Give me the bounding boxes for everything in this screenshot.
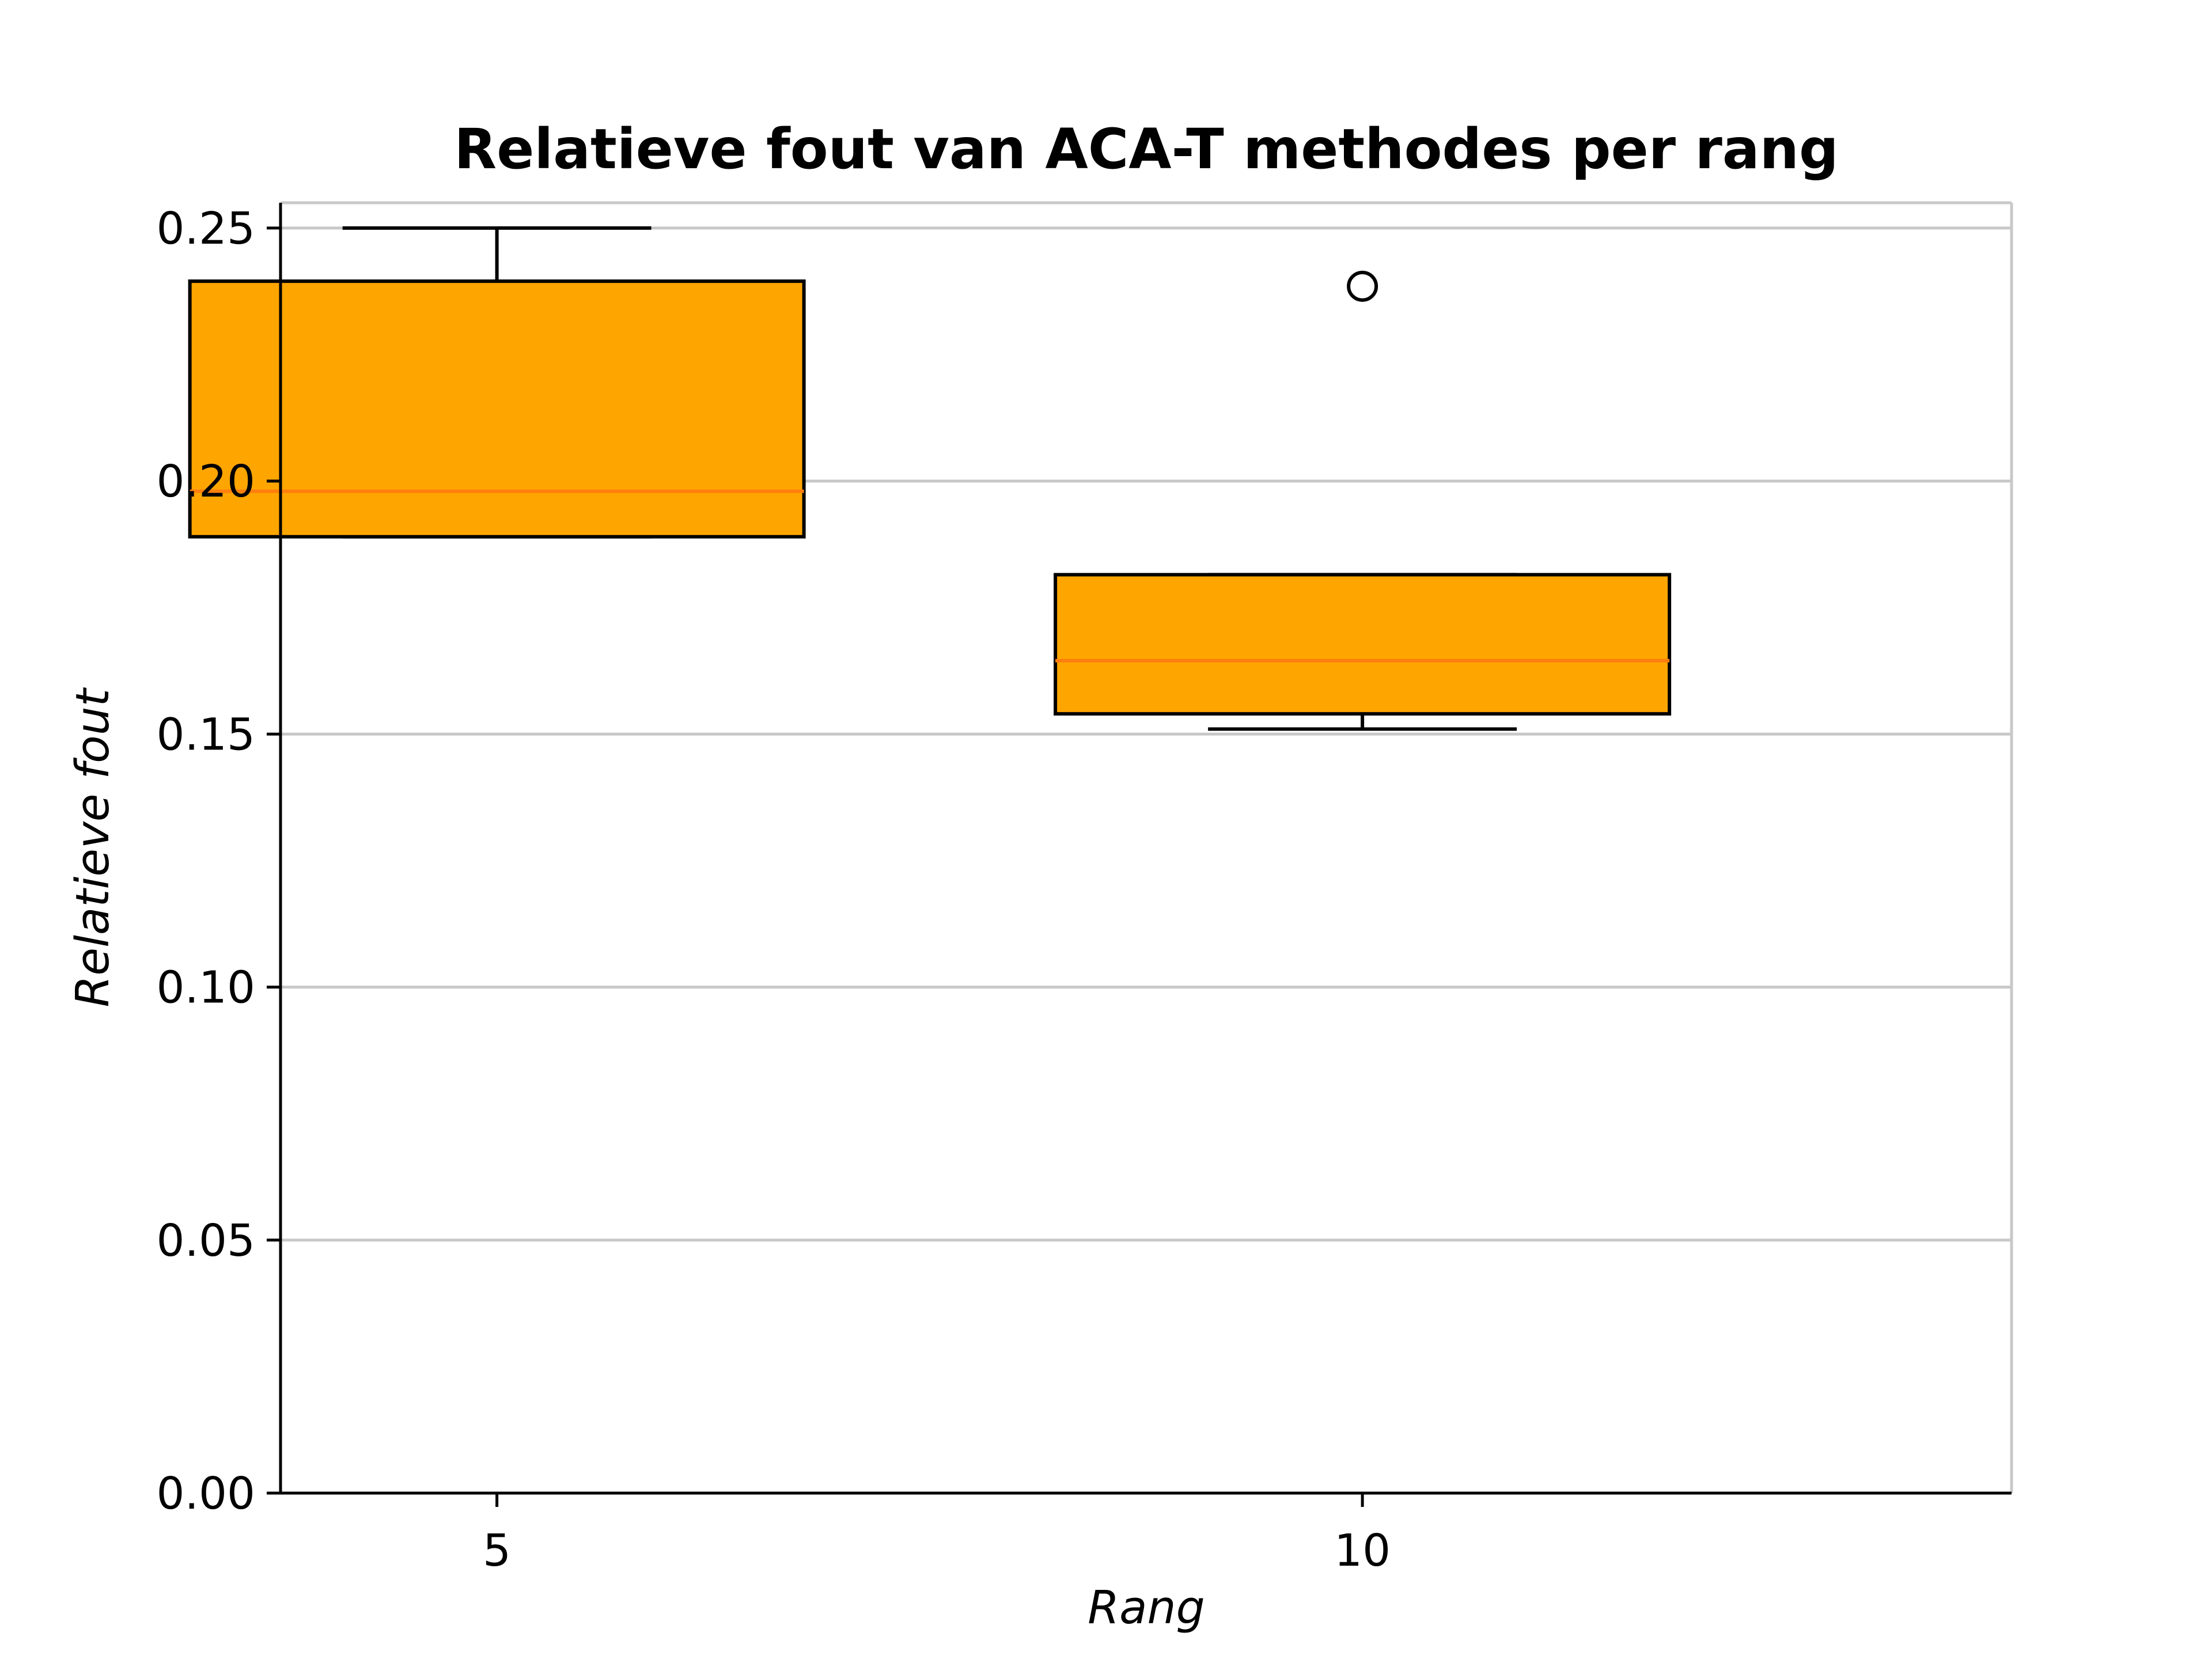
y-tick-label: 0.00: [157, 1468, 255, 1520]
y-tick-label: 0.10: [157, 963, 255, 1014]
chart-title: Relatieve fout van ACA-T methodes per ra…: [454, 117, 1838, 181]
y-tick-label: 0.25: [157, 203, 255, 255]
box-iqr: [1054, 573, 1672, 716]
y-axis-label: Relatieve fout: [66, 687, 119, 1007]
axes-frame: [279, 201, 2013, 1495]
ticks: 0.00 0.05 0.10 0.15 0.20 0.25 5 10: [157, 203, 1391, 1577]
boxes: [188, 226, 1672, 731]
x-tick-label: 10: [1334, 1525, 1391, 1577]
y-tick-label: 0.20: [157, 456, 255, 507]
x-tick-label: 5: [483, 1525, 511, 1577]
y-tick-label: 0.15: [157, 709, 255, 760]
box-iqr: [188, 279, 806, 539]
outlier-marker: [1347, 270, 1378, 302]
y-tick-label: 0.05: [157, 1215, 255, 1267]
x-axis-label: Rang: [1088, 1581, 1205, 1634]
